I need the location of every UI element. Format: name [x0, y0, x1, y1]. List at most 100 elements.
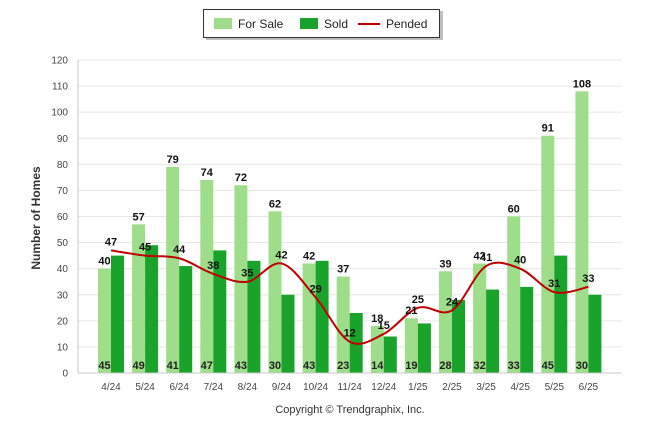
pended-value-label: 45	[139, 242, 151, 254]
sold-bar	[179, 266, 193, 373]
sold-value-label: 30	[269, 360, 281, 372]
legend-label-sold: Sold	[324, 17, 348, 31]
sold-value-label: 45	[98, 360, 110, 372]
legend-swatch-for-sale	[214, 18, 232, 29]
sold-bar	[281, 294, 295, 373]
for-sale-bar	[132, 224, 146, 373]
y-tick-label: 40	[57, 264, 69, 275]
y-tick-label: 70	[57, 186, 69, 197]
data-labels: 40 57 79 74 72 62 42 37 18 21 39 42 60 91 108 47 45 44 38 3…	[98, 78, 594, 372]
y-tick-label: 90	[57, 134, 69, 145]
x-tick-label: 3/25	[476, 382, 496, 393]
sold-bar	[486, 289, 500, 373]
sold-bar	[315, 260, 329, 373]
sold-value-label: 43	[303, 360, 315, 372]
y-axis-label: Number of Homes	[29, 166, 43, 270]
sold-value-label: 43	[235, 360, 247, 372]
for-sale-bar	[575, 91, 589, 374]
x-tick-label: 4/25	[510, 382, 530, 393]
sold-value-label: 33	[508, 360, 520, 372]
sold-bar	[452, 299, 465, 373]
y-tick-label: 20	[57, 316, 69, 327]
x-tick-label: 1/25	[408, 382, 428, 393]
for-sale-value-label: 91	[542, 123, 554, 135]
for-sale-value-label: 60	[508, 204, 520, 216]
for-sale-value-label: 42	[303, 250, 315, 262]
sold-value-label: 14	[371, 360, 384, 372]
for-sale-bar	[234, 185, 248, 373]
x-tick-label: 5/25	[545, 382, 565, 393]
x-tick-label: 11/24	[338, 382, 363, 393]
pended-value-label: 44	[173, 244, 186, 256]
pended-value-label: 42	[275, 249, 287, 261]
pended-value-label: 12	[344, 328, 356, 340]
legend-swatch-sold	[300, 18, 318, 29]
sold-value-label: 19	[405, 360, 417, 372]
legend-label-for-sale: For Sale	[238, 17, 284, 31]
for-sale-value-label: 18	[371, 313, 383, 325]
for-sale-value-label: 72	[235, 172, 247, 184]
for-sale-bar	[98, 268, 111, 373]
for-sale-value-label: 62	[269, 198, 281, 210]
for-sale-bar	[507, 216, 521, 373]
legend-label-pended: Pended	[386, 17, 427, 31]
x-tick-label: 4/24	[101, 382, 121, 393]
pended-line	[110, 249, 589, 345]
x-tick-label: 5/24	[135, 382, 155, 393]
for-sale-value-label: 40	[98, 256, 110, 268]
for-sale-bar	[404, 318, 418, 373]
sold-bar	[111, 255, 124, 373]
pended-value-label: 25	[412, 294, 424, 306]
for-sale-value-label: 37	[337, 263, 349, 275]
y-tick-label: 110	[52, 82, 68, 93]
for-sale-value-label: 42	[473, 250, 485, 262]
sold-bar	[554, 255, 568, 373]
pended-value-label: 24	[446, 296, 459, 308]
y-tick-label: 60	[57, 212, 69, 223]
for-sale-bar	[268, 211, 282, 373]
sold-value-label: 45	[542, 360, 554, 372]
y-tick-label: 10	[57, 342, 69, 353]
y-tick-label: 80	[57, 160, 69, 171]
x-tick-label: 7/24	[204, 382, 224, 393]
sold-value-label: 28	[439, 360, 451, 372]
for-sale-bar	[200, 179, 214, 373]
pended-value-label: 31	[548, 278, 560, 290]
sold-value-label: 41	[167, 360, 179, 372]
for-sale-value-label: 79	[167, 154, 179, 166]
x-tick-label: 6/24	[169, 382, 189, 393]
bars	[98, 91, 602, 374]
y-tick-label: 120	[51, 56, 68, 67]
x-tick-label: 10/24	[303, 382, 328, 393]
y-tick-label: 30	[57, 290, 69, 301]
y-tick-label: 0	[62, 369, 68, 380]
sold-value-label: 49	[132, 360, 144, 372]
sold-value-label: 30	[576, 360, 588, 372]
for-sale-bar	[302, 263, 316, 373]
x-tick-label: 6/25	[579, 382, 599, 393]
for-sale-bar	[439, 271, 452, 373]
for-sale-value-label: 39	[439, 258, 451, 270]
sold-value-label: 23	[337, 360, 349, 372]
for-sale-value-label: 21	[405, 305, 417, 317]
pended-value-label: 15	[378, 320, 390, 332]
legend: For Sale Sold Pended	[203, 9, 443, 40]
y-tick-label: 50	[57, 238, 69, 249]
legend-box	[203, 9, 440, 38]
axes: 4/24 5/24 6/24 7/24 8/24 9/24 10/24 11/24 12/24 1…	[77, 60, 622, 393]
sold-value-label: 32	[473, 360, 485, 372]
pended-value-label: 35	[241, 268, 253, 280]
sold-bar	[417, 323, 431, 373]
pended-value-label: 29	[309, 283, 321, 295]
pended-value-label: 38	[207, 260, 219, 272]
pended-line-group	[110, 249, 589, 345]
sold-bar	[145, 245, 159, 373]
for-sale-value-label: 57	[132, 211, 144, 223]
for-sale-value-label: 108	[573, 78, 591, 90]
for-sale-bar	[370, 326, 384, 373]
sold-bar	[213, 250, 227, 373]
for-sale-value-label: 74	[201, 167, 214, 179]
for-sale-bar	[336, 276, 350, 373]
